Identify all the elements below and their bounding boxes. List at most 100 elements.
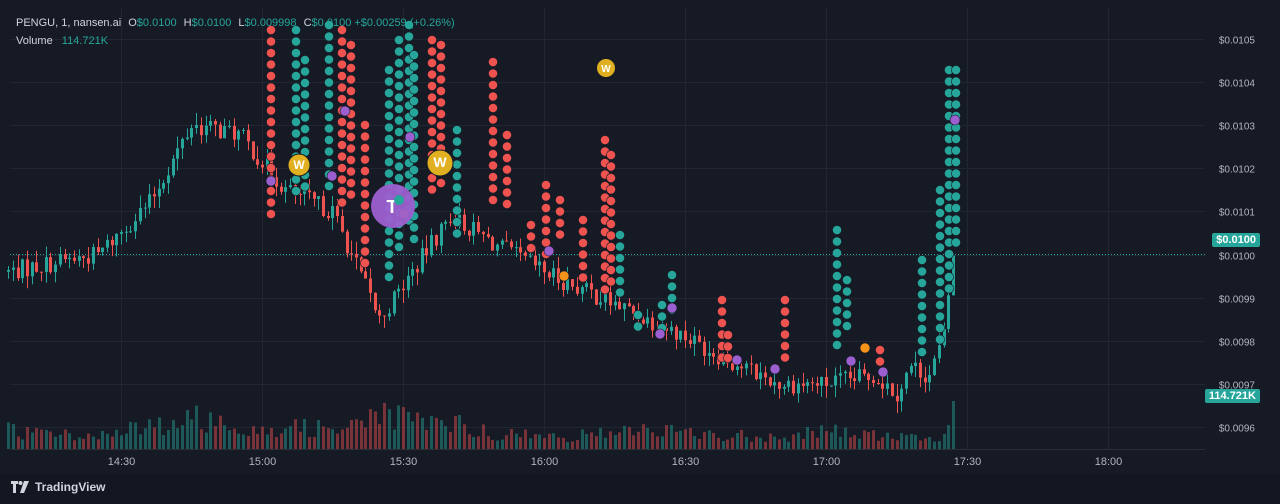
candle-body — [393, 291, 396, 314]
candle-body — [745, 363, 748, 369]
trade-dot — [337, 48, 347, 58]
volume-value: 114.721K — [61, 35, 109, 47]
volume-bar — [322, 426, 325, 449]
candle-body — [928, 374, 931, 383]
price-chart[interactable]: W W W T $0.0105 $0.0104 $0.0103 $0.0102 $0.0101… — [0, 0, 1280, 474]
large-trade-marker[interactable] — [371, 184, 415, 228]
trade-dot — [360, 212, 370, 222]
trade-dot — [394, 69, 404, 80]
y-tick-label: $0.0097 — [1219, 381, 1256, 392]
candle-body — [120, 232, 123, 234]
volume-bar — [17, 436, 20, 449]
candle-body — [797, 383, 800, 394]
trade-dot — [324, 54, 334, 65]
trade-dot — [384, 76, 394, 87]
candle-body — [557, 268, 560, 283]
trade-dot — [427, 58, 437, 68]
volume-bar — [519, 437, 522, 449]
volume-bar — [557, 437, 560, 449]
trade-dot — [427, 69, 437, 80]
candle-body — [505, 240, 508, 242]
volume-bar — [331, 429, 334, 449]
trade-dot — [291, 186, 301, 196]
volume-bar — [463, 424, 466, 449]
trade-dot — [832, 248, 842, 258]
tradingview-logo[interactable]: TradingView — [11, 480, 105, 494]
trade-dot — [436, 86, 446, 96]
candle-body — [740, 366, 743, 369]
volume-bar — [242, 434, 245, 449]
trade-dot — [360, 189, 370, 199]
trade-dot — [384, 99, 394, 110]
candle-body — [684, 330, 687, 341]
volume-bar — [877, 440, 880, 449]
volume-bar — [947, 425, 950, 449]
candle-body — [510, 241, 513, 248]
trade-dot — [488, 172, 498, 182]
volume-bar — [802, 438, 805, 449]
candle-body — [877, 382, 880, 384]
candle-body — [374, 292, 377, 311]
candle-body — [87, 258, 90, 264]
trade-dot — [394, 195, 404, 205]
trade-dot — [384, 111, 394, 121]
volume-bar — [106, 433, 109, 449]
whale-marker[interactable] — [426, 149, 454, 177]
volume-bar — [78, 437, 81, 449]
volume-bar — [228, 430, 231, 449]
trade-dot — [606, 265, 616, 275]
candle-body — [233, 126, 236, 140]
trade-dot — [452, 136, 462, 147]
candle-body — [176, 148, 179, 159]
volume-bar — [787, 441, 790, 449]
candle-body — [35, 262, 38, 272]
trade-dot — [951, 76, 961, 87]
trade-dot — [404, 20, 414, 30]
trade-dot — [606, 173, 616, 183]
volume-bar — [195, 405, 198, 449]
trade-dot — [326, 170, 338, 182]
volume-bar — [938, 441, 941, 449]
candle-body — [106, 239, 109, 248]
trade-dot — [337, 25, 347, 35]
trade-dot — [452, 171, 462, 181]
candle-body — [914, 362, 917, 366]
candle-body — [604, 292, 607, 303]
y-tick-label: $0.0099 — [1219, 295, 1256, 306]
volume-bar — [139, 434, 142, 449]
trade-dot — [265, 175, 277, 187]
candle-body — [764, 372, 767, 378]
whale-marker[interactable] — [287, 153, 311, 177]
x-tick-label: 17:30 — [954, 456, 982, 468]
volume-bar — [933, 441, 936, 449]
volume-bar — [896, 440, 899, 449]
whale-marker[interactable] — [596, 58, 616, 78]
trade-dot — [657, 311, 667, 322]
volume-bar — [562, 437, 565, 449]
candle-body — [618, 301, 621, 310]
trade-dot — [541, 214, 551, 225]
trade-dot — [859, 342, 871, 354]
candle-body — [811, 382, 814, 384]
trade-dot — [266, 105, 276, 116]
trade-dot — [917, 347, 927, 357]
trade-dot — [780, 318, 790, 328]
trade-dot — [935, 208, 945, 218]
trade-dot — [427, 138, 437, 149]
trade-dot — [300, 181, 310, 192]
candle-body — [219, 124, 222, 139]
trade-dot — [917, 289, 927, 300]
trade-dot — [324, 89, 334, 99]
trade-dot — [337, 117, 347, 127]
volume-bar — [402, 407, 405, 449]
trade-dot — [394, 35, 404, 45]
volume-bar — [703, 432, 706, 449]
volume-bar — [773, 436, 776, 449]
trade-dot — [360, 154, 370, 165]
volume-bar — [21, 439, 24, 449]
candle-body — [599, 302, 602, 305]
trade-dot — [606, 184, 616, 195]
trade-dot — [436, 132, 446, 142]
trade-dot — [541, 180, 551, 190]
candle-body — [933, 358, 936, 375]
